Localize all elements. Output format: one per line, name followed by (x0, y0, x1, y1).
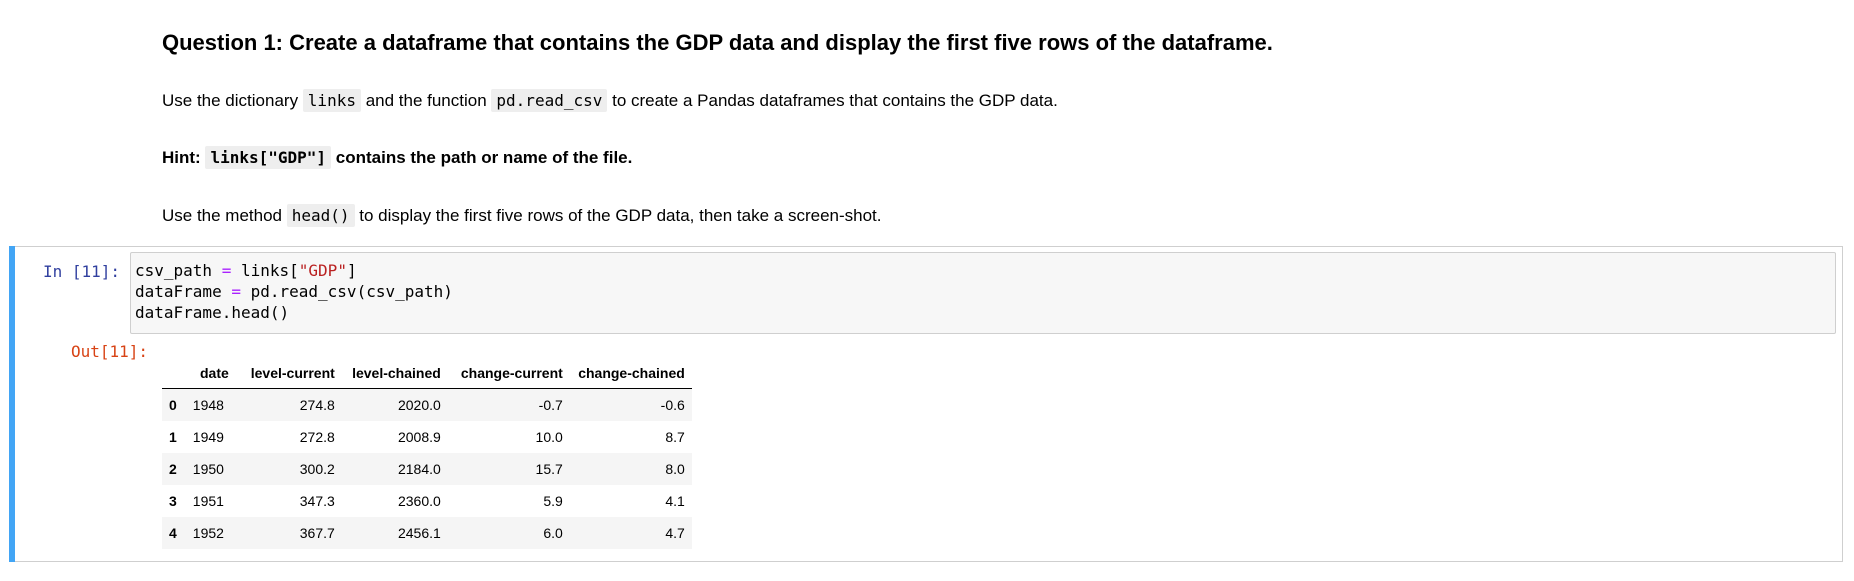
cell-level-current: 367.7 (299, 525, 335, 541)
instruction-paragraph: Use the dictionary links and the functio… (162, 88, 1058, 114)
row-index: 0 (169, 397, 177, 413)
column-header: change-chained (569, 358, 692, 389)
text-segment: Hint: (162, 148, 206, 167)
inline-code: links (302, 89, 361, 112)
code-line-1: csv_path = links["GDP"] (135, 261, 357, 280)
cell-change-chained: -0.6 (660, 397, 685, 413)
inline-code: head() (286, 204, 355, 227)
cell-change-chained: 8.7 (665, 429, 685, 445)
column-header (162, 358, 186, 389)
table-row: 0 1948 274.8 2020.0 -0.7 -0.6 (162, 388, 692, 421)
cell-level-chained: 2456.1 (397, 525, 441, 541)
cell-level-current: 272.8 (299, 429, 335, 445)
cell-level-current: 300.2 (299, 461, 335, 477)
cell-change-chained: 4.7 (665, 525, 685, 541)
column-header: date (185, 358, 236, 389)
cell-date: 1952 (192, 525, 224, 541)
selected-cell-indicator (9, 246, 15, 562)
table-header-row: date level-current level-chained change-… (162, 358, 692, 389)
output-prompt: Out[11]: (70, 342, 148, 361)
cell-change-current: 10.0 (535, 429, 563, 445)
text-segment: to display the first five rows of the GD… (354, 206, 882, 225)
text-segment: Use the dictionary (162, 91, 303, 110)
cell-level-current: 274.8 (299, 397, 335, 413)
code-token: dataFrame (135, 282, 232, 301)
cell-level-chained: 2360.0 (397, 493, 441, 509)
text-segment: Use the method (162, 206, 287, 225)
inline-code: links["GDP"] (205, 146, 332, 169)
text-segment: contains the path or name of the file. (331, 148, 633, 167)
cell-date: 1950 (192, 461, 224, 477)
cell-change-current: 15.7 (535, 461, 563, 477)
code-token: links[ (231, 261, 299, 280)
code-line-2: dataFrame = pd.read_csv(csv_path) (135, 282, 453, 301)
code-cell[interactable] (9, 246, 1843, 562)
code-token: pd.read_csv(csv_path) (240, 282, 453, 301)
text-segment: and the function (360, 91, 492, 110)
dataframe-table: date level-current level-chained change-… (162, 358, 692, 549)
code-line-3: dataFrame.head() (135, 303, 290, 322)
cell-change-current: -0.7 (538, 397, 563, 413)
row-index: 1 (169, 429, 177, 445)
row-index: 2 (169, 461, 177, 477)
row-index: 4 (169, 525, 177, 541)
cell-level-chained: 2184.0 (397, 461, 441, 477)
cell-level-chained: 2020.0 (397, 397, 441, 413)
question-heading: Question 1: Create a dataframe that cont… (162, 30, 1273, 55)
column-header: level-chained (341, 358, 448, 389)
column-header: change-current (447, 358, 570, 389)
code-operator: = (221, 261, 232, 280)
cell-date: 1948 (192, 397, 224, 413)
hint-paragraph: Hint: links["GDP"] contains the path or … (162, 145, 632, 171)
cell-change-chained: 8.0 (665, 461, 685, 477)
cell-change-chained: 4.1 (665, 493, 685, 509)
input-prompt: In [11]: (42, 262, 120, 281)
code-editor[interactable]: csv_path = links["GDP"] dataFrame = pd.r… (130, 252, 1836, 334)
table-row: 4 1952 367.7 2456.1 6.0 4.7 (162, 517, 692, 549)
code-string: "GDP" (298, 261, 347, 280)
table-row: 1 1949 272.8 2008.9 10.0 8.7 (162, 421, 692, 453)
cell-change-current: 6.0 (543, 525, 563, 541)
row-index: 3 (169, 493, 177, 509)
cell-date: 1951 (192, 493, 224, 509)
cell-level-chained: 2008.9 (397, 429, 441, 445)
column-header: level-current (235, 358, 342, 389)
method-paragraph: Use the method head() to display the fir… (162, 203, 882, 229)
inline-code: pd.read_csv (491, 89, 608, 112)
code-token: csv_path (135, 261, 222, 280)
cell-level-current: 347.3 (299, 493, 335, 509)
text-segment: to create a Pandas dataframes that conta… (607, 91, 1058, 110)
cell-change-current: 5.9 (543, 493, 563, 509)
code-token: ] (346, 261, 357, 280)
table-row: 3 1951 347.3 2360.0 5.9 4.1 (162, 485, 692, 517)
code-operator: = (231, 282, 241, 301)
table-row: 2 1950 300.2 2184.0 15.7 8.0 (162, 453, 692, 485)
cell-date: 1949 (192, 429, 224, 445)
